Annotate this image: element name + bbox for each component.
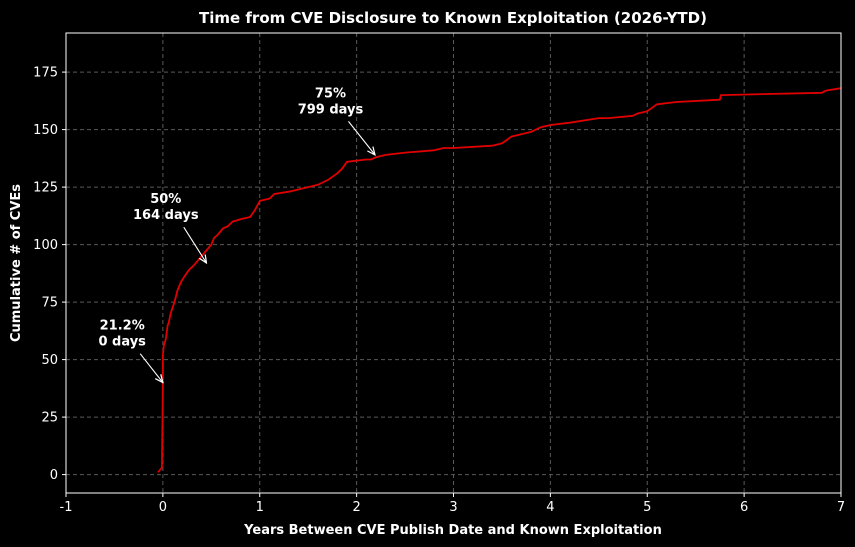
- y-tick-label: 150: [33, 123, 58, 138]
- annotation-arrow: [139, 353, 163, 383]
- annotation-days: 799 days: [298, 102, 364, 117]
- annotation-percent: 21.2%: [100, 319, 145, 334]
- annotation-days: 164 days: [133, 208, 199, 223]
- annotation-percent: 75%: [315, 86, 346, 101]
- annotations: 21.2%0 days 50%164 days 75%799 days: [98, 86, 375, 382]
- axis-ticks: -1 0 1 2 3 4 5 6 7 0 25 50 75 100 125 150 175: [33, 66, 845, 515]
- y-tick-label: 50: [41, 353, 58, 368]
- plot-area: [66, 33, 841, 493]
- x-tick-label: 5: [643, 500, 651, 515]
- data-series: [157, 87, 842, 473]
- y-axis-label: Cumulative # of CVEs: [9, 184, 24, 342]
- x-tick-label: 7: [837, 500, 845, 515]
- x-tick-label: 3: [449, 500, 457, 515]
- x-tick-label: 2: [352, 500, 360, 515]
- x-tick-label: -1: [60, 500, 73, 515]
- y-tick-label: 175: [33, 66, 58, 81]
- annotation-arrow: [348, 121, 375, 154]
- cumulative-cve-line: [157, 87, 842, 473]
- y-tick-label: 75: [41, 296, 58, 311]
- annotation-days: 0 days: [98, 335, 146, 350]
- annotation-percent: 50%: [150, 192, 181, 207]
- y-tick-label: 100: [33, 238, 58, 253]
- chart-title: Time from CVE Disclosure to Known Exploi…: [199, 9, 707, 27]
- x-tick-label: 1: [256, 500, 264, 515]
- x-tick-label: 4: [546, 500, 554, 515]
- y-tick-label: 25: [41, 411, 58, 426]
- annotation-arrow: [183, 226, 207, 263]
- x-tick-label: 6: [740, 500, 748, 515]
- x-axis-label: Years Between CVE Publish Date and Known…: [243, 523, 662, 538]
- x-tick-label: 0: [159, 500, 167, 515]
- y-tick-label: 0: [50, 468, 58, 483]
- y-tick-label: 125: [33, 181, 58, 196]
